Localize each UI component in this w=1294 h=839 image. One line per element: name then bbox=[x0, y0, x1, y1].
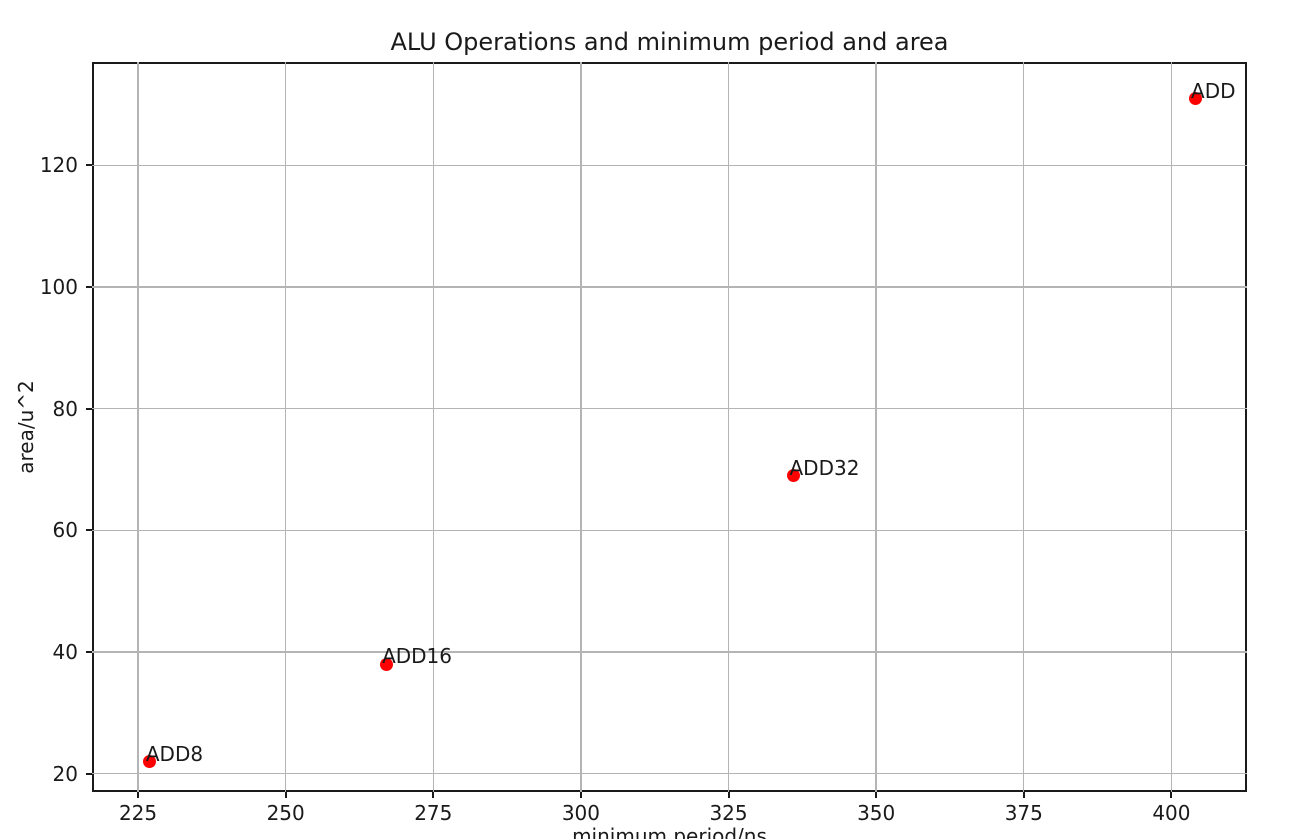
x-tick-mark bbox=[875, 792, 878, 798]
x-tick-label: 300 bbox=[561, 801, 601, 825]
y-tick-mark bbox=[86, 286, 92, 289]
x-tick-mark bbox=[137, 792, 140, 798]
gridline-vertical bbox=[432, 62, 434, 792]
gridline-vertical bbox=[875, 62, 877, 792]
data-point bbox=[143, 755, 157, 769]
point-label: ADD8 bbox=[145, 741, 204, 766]
gridline-vertical bbox=[1170, 62, 1173, 792]
data-point bbox=[1188, 92, 1202, 105]
y-tick-label: 20 bbox=[52, 761, 78, 786]
gridline-horizontal bbox=[92, 164, 1247, 167]
x-tick-mark bbox=[284, 792, 287, 798]
x-tick-label: 325 bbox=[709, 801, 748, 825]
gridline-vertical bbox=[1023, 62, 1025, 792]
gridline-vertical bbox=[284, 62, 287, 792]
x-tick-label: 350 bbox=[857, 801, 896, 825]
y-tick-mark bbox=[86, 772, 92, 775]
x-tick-label: 225 bbox=[118, 801, 158, 825]
y-tick-label: 60 bbox=[52, 518, 78, 543]
x-tick-label: 275 bbox=[414, 801, 453, 825]
x-tick-label: 375 bbox=[1004, 801, 1043, 825]
x-tick-mark bbox=[432, 792, 435, 798]
gridline-vertical bbox=[727, 62, 730, 792]
y-tick-label: 80 bbox=[52, 396, 78, 421]
chart-title: ALU Operations and minimum period and ar… bbox=[390, 28, 949, 56]
point-label: ADD32 bbox=[789, 455, 860, 480]
gridline-vertical bbox=[137, 62, 139, 792]
data-point bbox=[379, 657, 393, 671]
y-tick-mark bbox=[86, 164, 92, 167]
y-tick-mark bbox=[86, 651, 92, 654]
x-tick-mark bbox=[1022, 792, 1025, 798]
x-tick-label: 400 bbox=[1152, 801, 1191, 825]
y-tick-label: 120 bbox=[39, 153, 78, 178]
point-label: ADD16 bbox=[382, 644, 452, 669]
x-tick-label: 250 bbox=[266, 801, 305, 825]
x-tick-mark bbox=[1170, 792, 1173, 798]
y-axis-label: area/u^2 bbox=[14, 380, 38, 474]
x-axis-label: minimum period/ns bbox=[572, 824, 767, 839]
x-tick-mark bbox=[579, 792, 582, 798]
y-tick-label: 40 bbox=[52, 640, 78, 665]
gridline-horizontal bbox=[92, 529, 1247, 532]
gridline-horizontal bbox=[92, 651, 1247, 653]
gridline-vertical bbox=[580, 62, 582, 792]
x-tick-mark bbox=[727, 792, 730, 798]
gridline-horizontal bbox=[92, 286, 1247, 288]
y-tick-mark bbox=[86, 529, 92, 532]
point-label: ADD bbox=[1191, 78, 1236, 103]
gridline-horizontal bbox=[92, 773, 1247, 775]
gridline-horizontal bbox=[92, 408, 1247, 410]
plot-area: ADD8 ADD16 ADD32 ADD bbox=[92, 62, 1247, 792]
y-tick-label: 100 bbox=[39, 275, 78, 300]
data-point bbox=[787, 469, 800, 483]
y-tick-mark bbox=[86, 407, 92, 410]
